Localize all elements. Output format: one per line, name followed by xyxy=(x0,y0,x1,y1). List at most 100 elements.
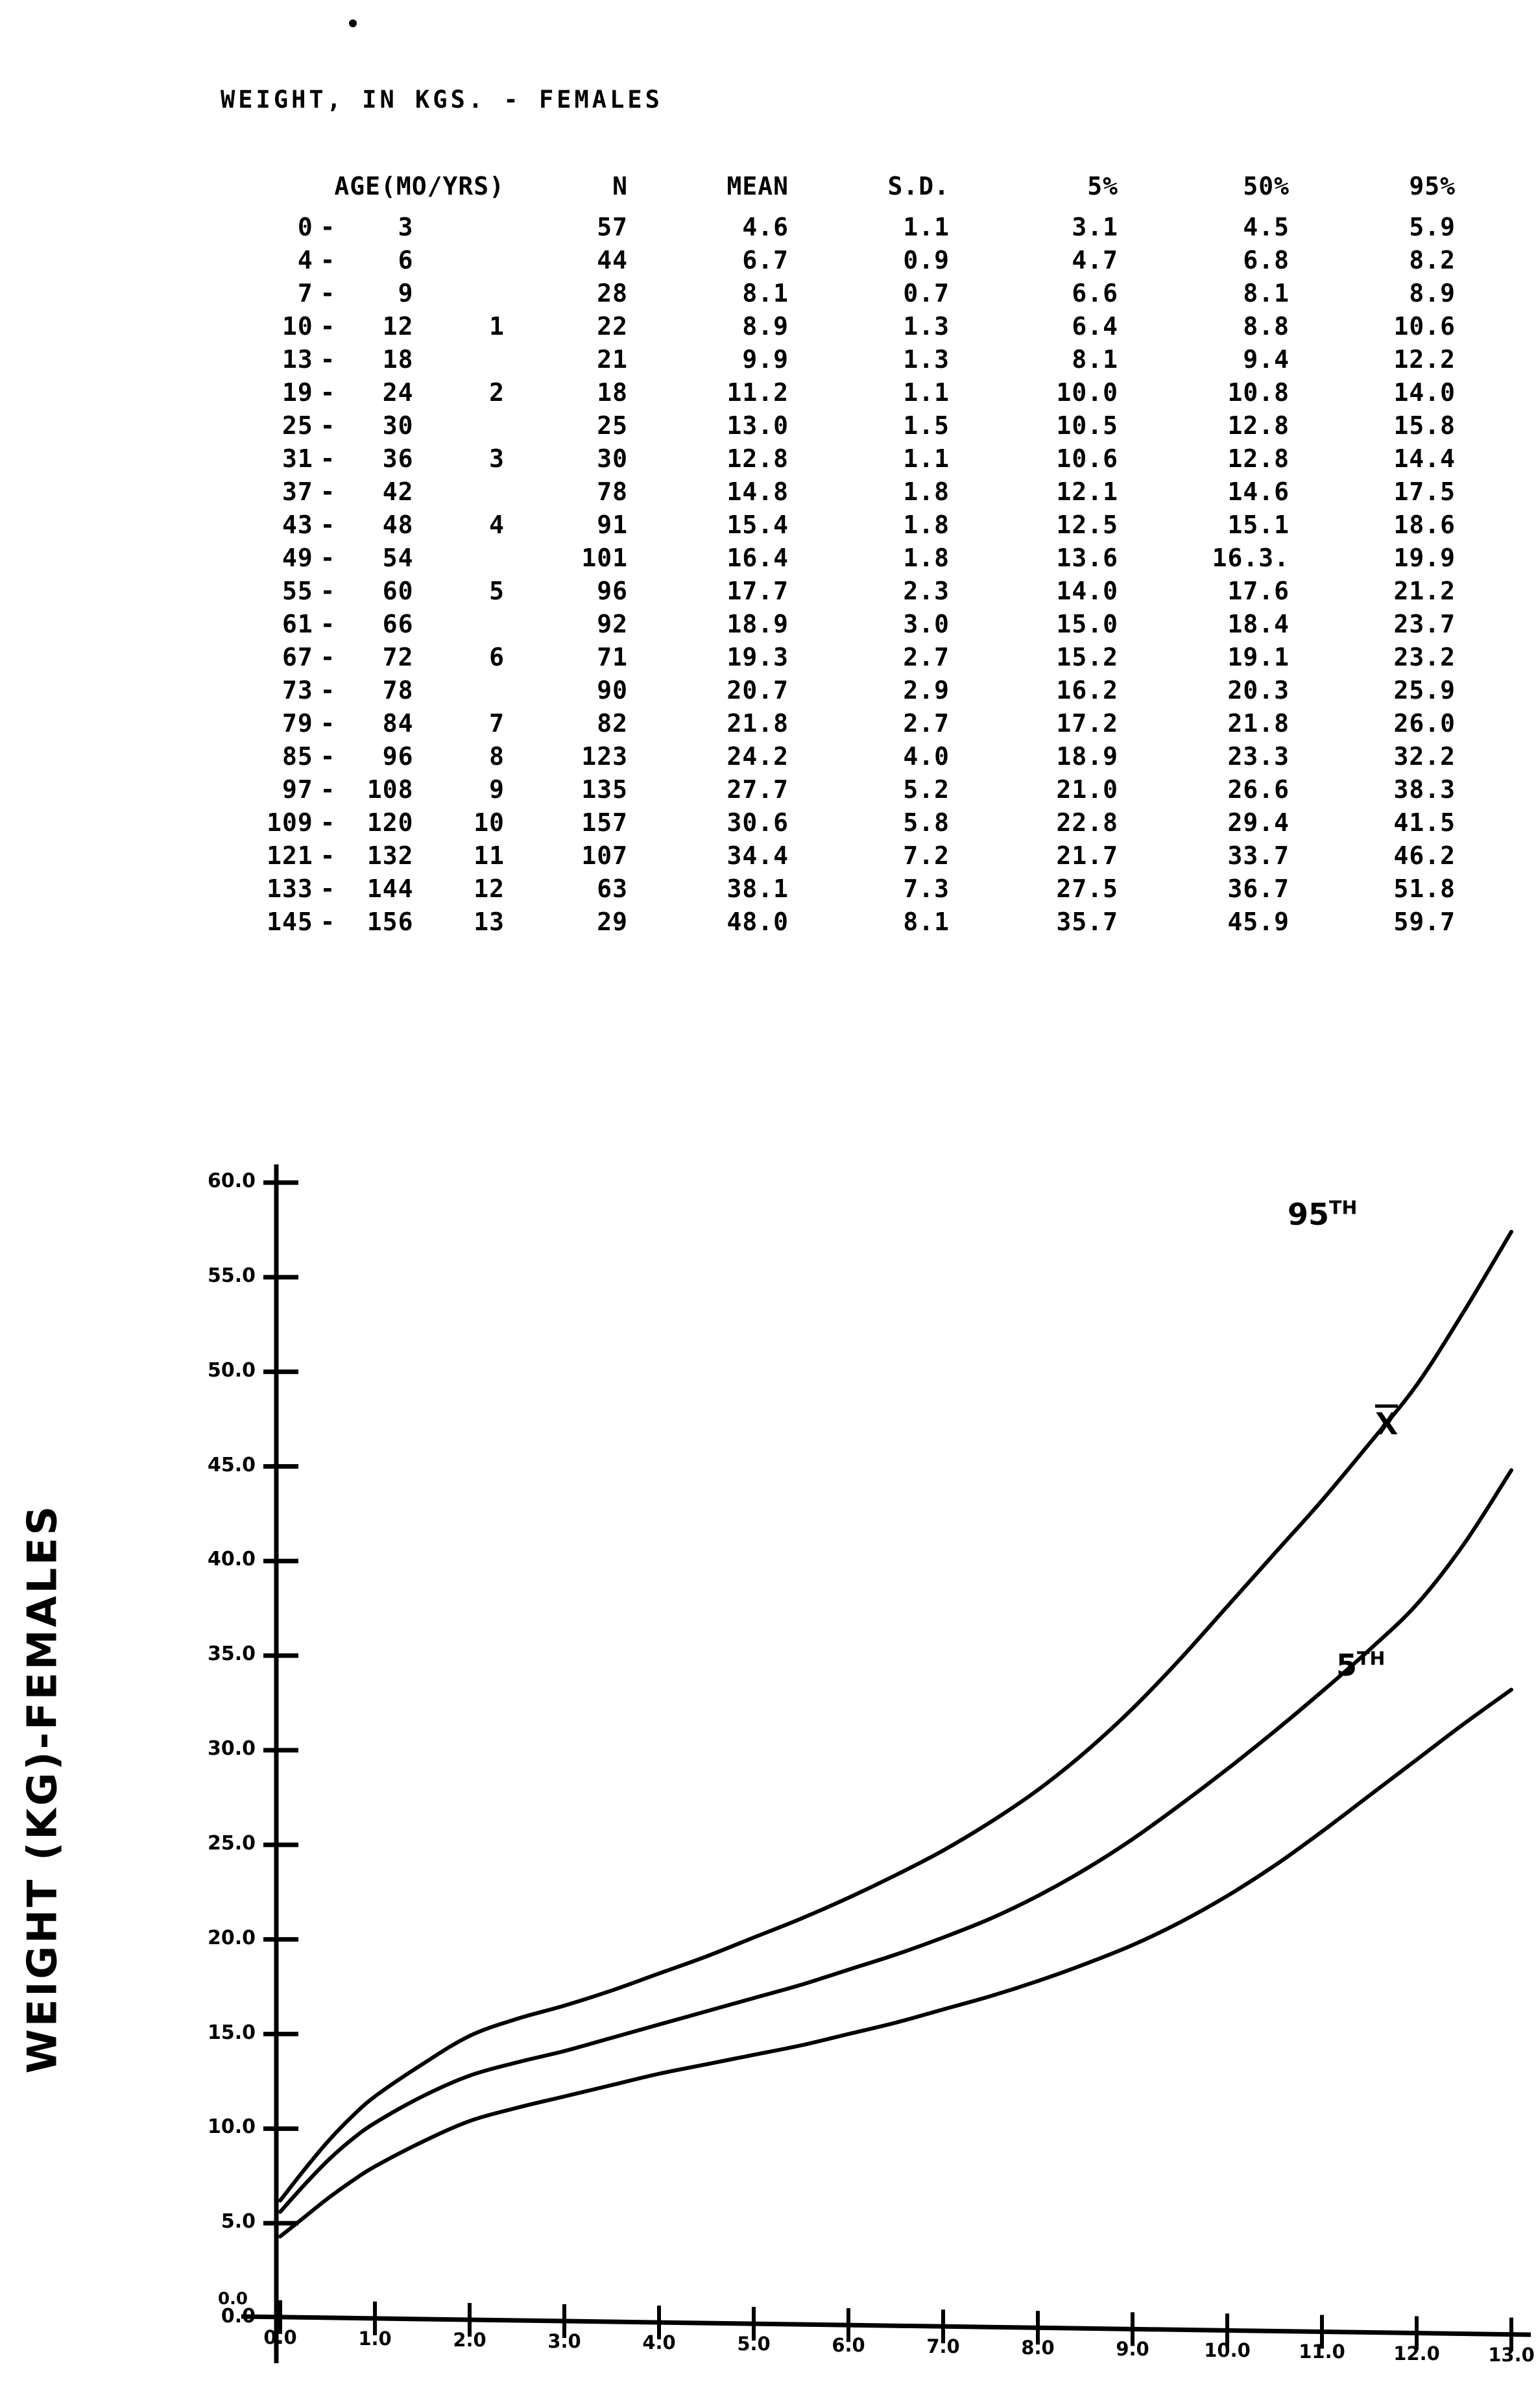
cell-percentile-5: 21.7 xyxy=(1056,841,1118,870)
cell-age-low: 61 xyxy=(282,610,313,638)
cell-age-years: 11 xyxy=(474,841,505,870)
cell-count: 157 xyxy=(581,808,628,837)
cell-age-years: 8 xyxy=(489,742,505,771)
table-row: 31- 36 3 30 12.8 1.1 10.6 12.8 14.4 xyxy=(214,442,1456,476)
cell-std-dev: 3.0 xyxy=(903,610,950,638)
cell-percentile-50: 4.5 xyxy=(1243,213,1290,241)
table-row: 133- 144 12 63 38.1 7.3 27.5 36.7 51.8 xyxy=(214,873,1456,906)
cell-percentile-5: 3.1 xyxy=(1072,213,1118,241)
cell-std-dev: 0.9 xyxy=(903,246,950,274)
table-row: 61- 66 92 18.9 3.0 15.0 18.4 23.7 xyxy=(214,608,1456,641)
cell-percentile-50: 16.3. xyxy=(1212,544,1290,572)
y-tick-label: 15.0 xyxy=(207,2021,256,2044)
x-tick-label: 12.0 xyxy=(1393,2342,1440,2365)
cell-age-high: 42 xyxy=(382,477,414,506)
cell-std-dev: 4.0 xyxy=(903,742,950,771)
table-row: 0- 3 57 4.6 1.1 3.1 4.5 5.9 xyxy=(214,211,1456,244)
column-header-n: N xyxy=(612,172,628,200)
cell-percentile-95: 38.3 xyxy=(1393,775,1456,804)
table-header-row: AGE(MO/YRS) N MEAN S.D. 5% 50% 95% xyxy=(214,170,1456,211)
cell-std-dev: 0.7 xyxy=(903,279,950,307)
cell-age-low: 85 xyxy=(282,742,313,771)
cell-mean: 17.7 xyxy=(726,577,789,605)
cell-mean: 14.8 xyxy=(726,477,789,506)
cell-age-high: 6 xyxy=(398,246,414,274)
curve-95th xyxy=(278,1229,1513,2203)
y-tick-label: 5.0 xyxy=(221,2210,256,2233)
cell-mean: 21.8 xyxy=(726,709,789,738)
table-row: 79- 84 7 82 21.8 2.7 17.2 21.8 26.0 xyxy=(214,707,1456,740)
curve-label-number: 5 xyxy=(1336,1648,1358,1683)
cell-age-years: 6 xyxy=(489,643,505,671)
cell-age-years: 4 xyxy=(489,511,505,539)
axes xyxy=(241,1164,1531,2363)
cell-age-years xyxy=(413,674,505,707)
cell-count: 22 xyxy=(597,312,628,341)
cell-age-low: 79 xyxy=(282,709,313,738)
y-tick-label: 35.0 xyxy=(207,1643,256,1666)
cell-age-dash: - xyxy=(320,444,336,473)
cell-age-low: 19 xyxy=(282,378,313,407)
cell-std-dev: 2.7 xyxy=(903,643,950,671)
cell-age-dash: - xyxy=(320,312,336,341)
cell-age-low: 133 xyxy=(267,874,313,903)
y-tick-label: 30.0 xyxy=(207,1737,256,1760)
table-row: 73- 78 90 20.7 2.9 16.2 20.3 25.9 xyxy=(214,674,1456,707)
cell-age-high: 54 xyxy=(382,544,414,572)
cell-percentile-95: 23.7 xyxy=(1393,610,1456,638)
table-row: 121- 132 11 107 34.4 7.2 21.7 33.7 46.2 xyxy=(214,839,1456,873)
table-row: 4- 6 44 6.7 0.9 4.7 6.8 8.2 xyxy=(214,244,1456,277)
x-tick-label: 0.0 xyxy=(263,2326,297,2348)
cell-percentile-95: 15.8 xyxy=(1393,411,1456,440)
cell-age-years: 1 xyxy=(489,312,505,341)
cell-age-high: 144 xyxy=(366,874,414,903)
cell-age-dash: - xyxy=(320,808,336,837)
cell-percentile-95: 8.9 xyxy=(1409,279,1456,307)
cell-age-high: 72 xyxy=(382,643,414,671)
cell-percentile-50: 21.8 xyxy=(1227,709,1290,738)
cell-mean: 9.9 xyxy=(742,345,789,374)
x-tick-label: 3.0 xyxy=(547,2330,581,2352)
cell-count: 30 xyxy=(597,444,628,473)
cell-percentile-50: 26.6 xyxy=(1227,775,1290,804)
cell-count: 123 xyxy=(581,742,628,771)
x-tick-label: 10.0 xyxy=(1204,2339,1251,2362)
table-row: 49- 54 101 16.4 1.8 13.6 16.3. 19.9 xyxy=(214,542,1456,575)
cell-age-high: 156 xyxy=(366,908,414,936)
y-tick-label: 25.0 xyxy=(207,1831,256,1855)
column-header-mean: MEAN xyxy=(726,172,789,200)
cell-age-high: 18 xyxy=(382,345,414,374)
table-row: 25-30 25 13.0 1.5 10.5 12.8 15.8 xyxy=(214,409,1456,442)
cell-percentile-50: 18.4 xyxy=(1227,610,1290,638)
cell-age-dash: - xyxy=(320,709,336,738)
page-title: WEIGHT, IN KGS. - FEMALES xyxy=(221,86,663,114)
cell-percentile-50: 12.8 xyxy=(1227,411,1290,440)
cell-mean: 30.6 xyxy=(726,808,789,837)
cell-count: 96 xyxy=(597,577,628,605)
y-tick-label: 0.0 xyxy=(221,2305,256,2328)
cell-age-years: 13 xyxy=(474,908,505,936)
cell-age-low: 97 xyxy=(282,775,313,804)
cell-age-high: 132 xyxy=(366,841,414,870)
y-tick-label: 45.0 xyxy=(207,1453,256,1476)
cell-percentile-5: 6.4 xyxy=(1072,312,1118,341)
table-row: 43- 48 4 91 15.4 1.8 12.5 15.1 18.6 xyxy=(214,509,1456,542)
cell-age-dash: - xyxy=(320,411,336,440)
cell-percentile-50: 19.1 xyxy=(1227,643,1290,671)
column-header-age: AGE(MO/YRS) xyxy=(334,172,505,200)
cell-age-low: 73 xyxy=(282,676,313,704)
cell-age-years: 5 xyxy=(489,577,505,605)
cell-percentile-5: 27.5 xyxy=(1056,874,1118,903)
cell-age-high: 108 xyxy=(366,775,414,804)
cell-percentile-5: 35.7 xyxy=(1056,908,1118,936)
cell-age-low: 145 xyxy=(267,908,313,936)
cell-percentile-95: 46.2 xyxy=(1393,841,1456,870)
cell-percentile-5: 6.6 xyxy=(1072,279,1118,307)
cell-age-low: 4 xyxy=(297,246,313,274)
cell-age-dash: - xyxy=(320,908,336,936)
cell-std-dev: 1.5 xyxy=(903,411,950,440)
cell-mean: 20.7 xyxy=(726,676,789,704)
cell-percentile-95: 41.5 xyxy=(1393,808,1456,837)
cell-count: 57 xyxy=(597,213,628,241)
cell-age-dash: - xyxy=(320,246,336,274)
